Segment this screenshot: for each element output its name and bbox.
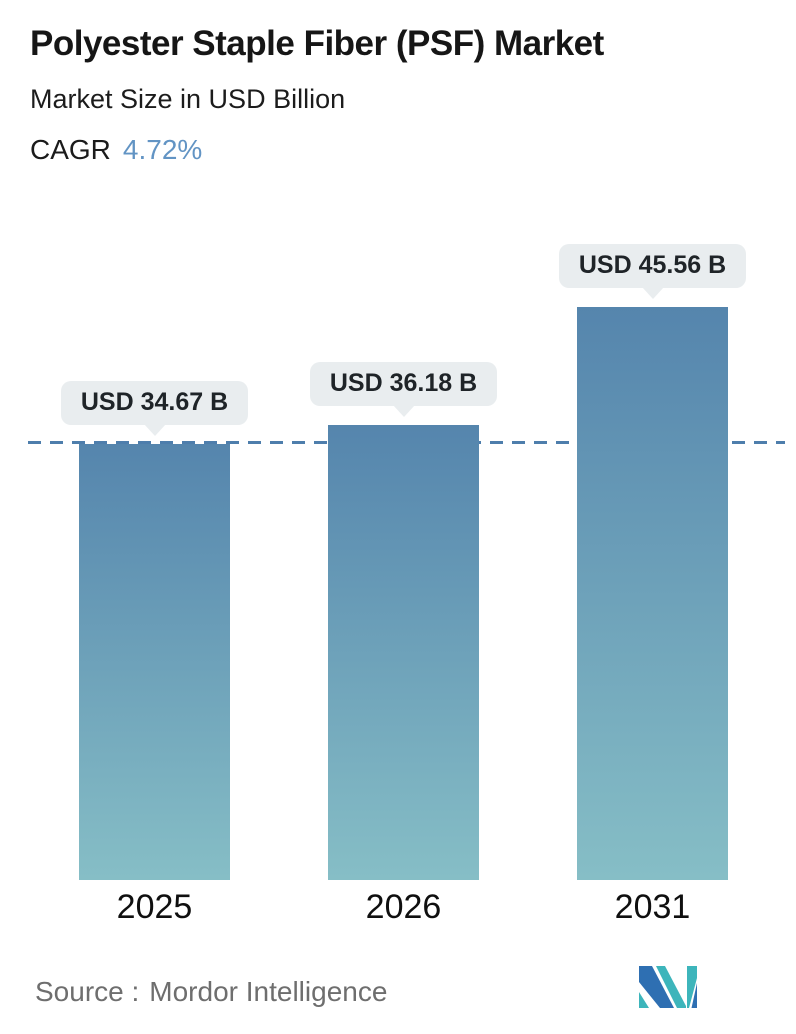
- cagr-line: CAGR 4.72%: [30, 134, 202, 166]
- page-title: Polyester Staple Fiber (PSF) Market: [30, 24, 604, 63]
- pill-tail: [143, 424, 166, 436]
- bar-group-2025: USD 34.67 B: [60, 381, 249, 880]
- mordor-intelligence-logo: [639, 966, 697, 1008]
- value-label: USD 45.56 B: [578, 251, 727, 279]
- x-axis-label-2026: 2026: [365, 888, 442, 926]
- value-label: USD 34.67 B: [80, 388, 229, 416]
- source-value: Mordor Intelligence: [149, 976, 388, 1007]
- cagr-value: 4.72%: [122, 134, 203, 165]
- bar-2031: [577, 307, 728, 880]
- bar-group-2031: USD 45.56 B: [558, 244, 747, 880]
- bar-2025: [79, 444, 230, 880]
- source-label: Source :: [35, 976, 140, 1007]
- cagr-label: CAGR: [30, 134, 111, 165]
- bar-2026: [328, 425, 479, 880]
- value-label: USD 36.18 B: [329, 369, 478, 397]
- value-label-pill-2026: USD 36.18 B: [309, 362, 498, 417]
- source-line: Source : Mordor Intelligence: [35, 976, 387, 1008]
- value-label-pill-2025: USD 34.67 B: [60, 381, 249, 436]
- pill-tail: [392, 405, 415, 417]
- pill-tail: [641, 287, 664, 299]
- chart-subtitle: Market Size in USD Billion: [30, 84, 346, 114]
- value-label-pill-2031: USD 45.56 B: [558, 244, 747, 299]
- x-axis-label-2025: 2025: [116, 888, 193, 926]
- x-axis-label-2031: 2031: [614, 888, 691, 926]
- bar-group-2026: USD 36.18 B: [309, 362, 498, 880]
